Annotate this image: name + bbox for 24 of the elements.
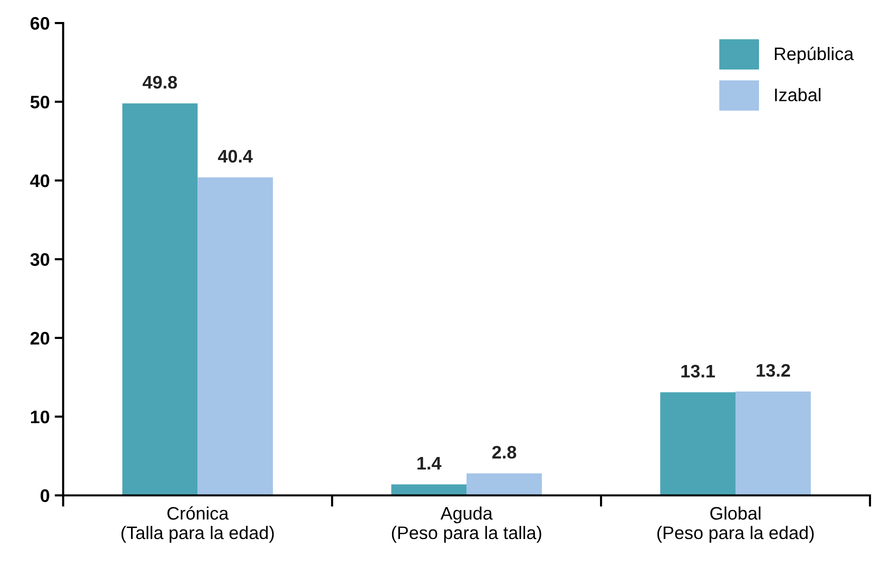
data-label: 13.1 (681, 364, 715, 378)
x-tick-label: Crónica (Talla para la edad) (121, 506, 274, 543)
x-tick-label: Aguda (Peso para la talla) (392, 506, 542, 543)
data-label: 2.8 (492, 446, 516, 459)
data-label: 13.2 (756, 364, 790, 377)
legend-label: Izabal (775, 88, 820, 102)
bar (660, 392, 736, 496)
x-tick-label: Global (Peso para la edad) (657, 506, 814, 543)
y-tick-label: 20 (30, 332, 50, 345)
bar (198, 177, 273, 496)
y-tick-label: 0 (40, 489, 50, 502)
data-label: 40.4 (218, 150, 253, 163)
bar (736, 391, 811, 496)
y-tick-label: 60 (30, 16, 50, 30)
bar (122, 103, 198, 496)
bar (391, 484, 467, 496)
y-tick-label: 40 (30, 174, 50, 188)
bar (466, 473, 542, 496)
y-tick-label: 50 (30, 96, 50, 108)
legend-label: República (774, 46, 854, 64)
data-label: 49.8 (142, 76, 177, 89)
data-label: 1.4 (418, 457, 442, 470)
y-tick-label: 30 (30, 253, 50, 266)
y-tick-label: 10 (31, 410, 50, 424)
